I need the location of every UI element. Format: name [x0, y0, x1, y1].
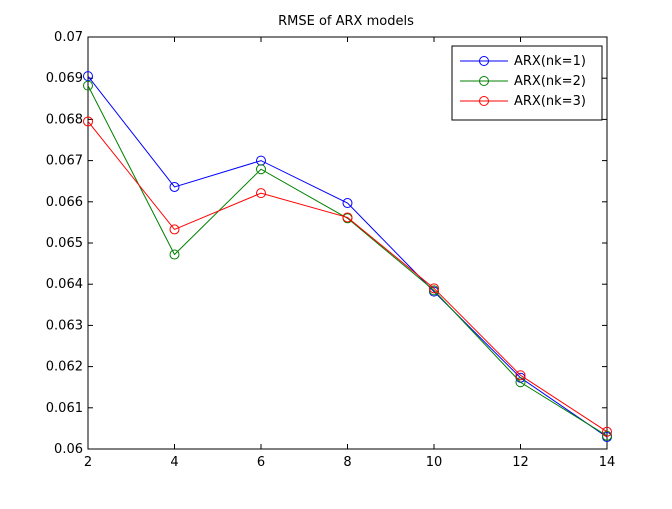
data-point [169, 249, 180, 260]
y-tick-label: 0.069 [46, 71, 83, 86]
x-tick-label: 8 [343, 455, 351, 470]
y-tick-label: 0.064 [46, 277, 83, 292]
y-tick-label: 0.065 [46, 236, 83, 251]
legend-label: ARX(nk=2) [514, 74, 586, 89]
x-tick-label: 4 [170, 455, 178, 470]
x-tick-label: 12 [512, 455, 529, 470]
data-point [515, 377, 526, 388]
series-2 [83, 80, 612, 441]
legend-marker [479, 56, 489, 66]
legend-box [451, 45, 603, 121]
data-point [256, 188, 266, 199]
chart-title: RMSE of ARX models [278, 14, 414, 29]
legend-marker [479, 96, 489, 106]
legend: ARX(nk=1) ARX(nk=2) ARX(nk=3) [451, 45, 603, 121]
x-tick-label: 14 [599, 455, 616, 470]
y-tick-label: 0.07 [54, 30, 83, 45]
data-point [169, 224, 180, 235]
y-tick-label: 0.061 [46, 401, 83, 416]
y-tick-label: 0.066 [46, 195, 83, 210]
legend-marker [479, 76, 489, 86]
legend-label: ARX(nk=3) [514, 94, 586, 109]
y-tick-label: 0.06 [54, 442, 83, 457]
y-tick-label: 0.068 [46, 112, 83, 127]
data-point [83, 80, 93, 91]
x-tick-label: 2 [84, 455, 92, 470]
legend-label: ARX(nk=1) [514, 54, 586, 69]
data-point [83, 116, 93, 127]
series-3 [83, 116, 612, 437]
data-point [515, 370, 526, 381]
data-point [602, 426, 612, 437]
series-lines [83, 71, 612, 443]
data-point [169, 181, 180, 192]
data-point [342, 198, 353, 209]
y-tick-label: 0.062 [46, 360, 83, 375]
data-point [429, 283, 439, 294]
y-tick-label: 0.067 [46, 154, 83, 169]
x-tick-label: 6 [257, 455, 265, 470]
data-point [256, 164, 266, 175]
x-tick-label: 10 [426, 455, 443, 470]
series-line [87, 85, 608, 437]
y-tick-label: 0.063 [46, 318, 83, 333]
series-line [87, 121, 608, 433]
axis-ticks: 2 4 6 8 10 12 14 0.06 0.061 0.062 0.063 0.064 0.065 0… [46, 30, 615, 470]
data-point [342, 212, 353, 223]
